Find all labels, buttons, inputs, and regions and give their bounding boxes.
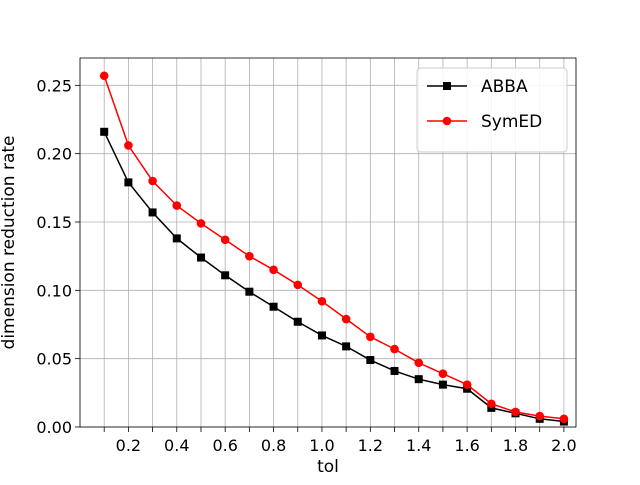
axes: 0.2 0.4 0.6 0.8 1.0 1.2 1.4 1.6 1.8 2.0 0.00 0.05 0.… — [36, 57, 577, 455]
data-point — [148, 176, 157, 186]
y-tick-label: 0.20 — [36, 145, 72, 164]
x-tick-label: 1.4 — [406, 436, 431, 455]
x-tick-label: 0.8 — [261, 436, 286, 455]
legend-box — [416, 67, 568, 153]
data-point — [269, 265, 278, 275]
series-line — [103, 131, 564, 423]
data-point — [148, 208, 157, 217]
data-point — [559, 414, 569, 424]
legend-label: ABBA — [481, 77, 528, 97]
y-tick-label: 0.15 — [36, 213, 72, 232]
data-point — [293, 317, 302, 326]
data-point — [172, 234, 181, 243]
data-point — [438, 380, 447, 389]
y-axis-label: dimension reduction rate — [0, 136, 19, 350]
y-tick-label: 0.05 — [36, 350, 72, 369]
data-point — [124, 178, 133, 187]
y-tick-label: 0.25 — [36, 76, 72, 95]
x-tick-label: 1.2 — [358, 436, 383, 455]
legend-marker — [442, 116, 452, 126]
x-tick-label: 0.4 — [164, 436, 189, 455]
data-point — [317, 296, 327, 306]
data-point — [196, 253, 205, 262]
data-point — [438, 369, 448, 379]
data-point — [269, 302, 278, 311]
y-tick-label: 0.00 — [36, 418, 72, 437]
series-symed — [99, 71, 569, 424]
data-point — [317, 331, 326, 340]
data-point — [341, 314, 351, 324]
data-point — [220, 235, 230, 245]
data-point — [293, 280, 303, 290]
plot-frame — [79, 57, 577, 428]
data-point — [366, 356, 375, 365]
x-tick-label: 1.8 — [503, 436, 528, 455]
data-point — [172, 201, 182, 210]
legend-marker — [443, 82, 451, 90]
x-tick-label: 0.2 — [116, 436, 141, 455]
x-tick-label: 0.6 — [212, 436, 237, 455]
data-point — [342, 342, 351, 351]
series-line — [103, 75, 564, 420]
legend-item-symed: SymED — [427, 112, 542, 132]
data-point — [414, 375, 423, 384]
data-point — [99, 71, 109, 81]
data-point — [487, 399, 496, 409]
series-abba — [100, 127, 568, 426]
legend-label: SymED — [481, 112, 542, 132]
legend-item-abba: ABBA — [427, 77, 528, 97]
legend: ABBA SymED — [416, 67, 568, 153]
data-point — [100, 127, 109, 136]
data-point — [414, 358, 424, 368]
x-axis-label: tol — [317, 457, 339, 477]
data-point — [366, 332, 375, 342]
data-point — [245, 287, 254, 296]
data-point — [535, 411, 545, 421]
data-point — [221, 271, 230, 280]
x-tick-label: 1.0 — [309, 436, 334, 455]
x-tick-label: 2.0 — [551, 436, 576, 455]
data-point — [390, 344, 399, 354]
series-layer — [99, 71, 569, 426]
data-point — [462, 380, 472, 389]
x-tick-label: 1.6 — [454, 436, 479, 455]
data-point — [390, 366, 399, 375]
data-point — [196, 219, 206, 228]
data-point — [511, 407, 520, 417]
data-point — [245, 251, 254, 261]
data-point — [124, 141, 133, 150]
y-tick-label: 0.10 — [36, 281, 72, 300]
